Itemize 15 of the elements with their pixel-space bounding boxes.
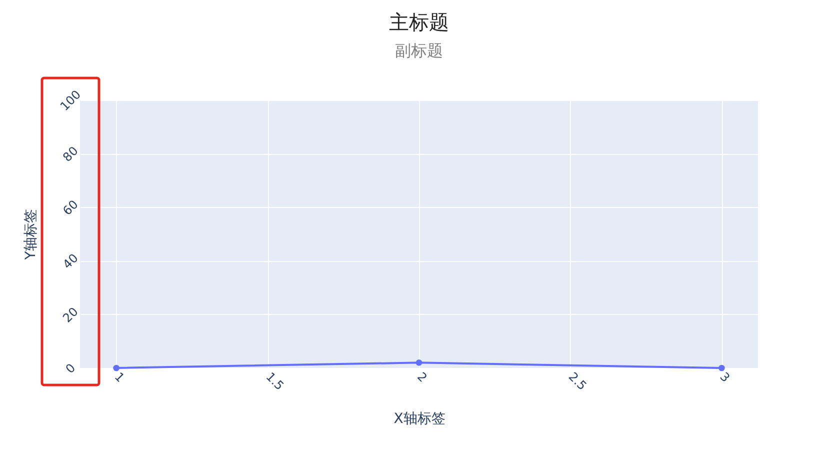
x-tick-label: 3 (717, 370, 733, 385)
x-tick-label: 1.5 (263, 370, 287, 393)
x-tick-label: 2 (414, 370, 430, 385)
y-axis-title: Y轴标签 (23, 209, 40, 261)
x-axis-title: X轴标签 (394, 411, 446, 428)
y-tick-label: 0 (62, 360, 78, 376)
y-tick-label: 60 (60, 197, 81, 218)
x-tick-label: 2.5 (566, 370, 590, 393)
y-tick-label: 80 (60, 144, 81, 164)
y-tick-label: 40 (60, 250, 81, 272)
chart-title: 主标题 (389, 10, 449, 34)
chart-subtitle: 副标题 (395, 40, 443, 60)
y-tick-label: 100 (57, 87, 84, 114)
y-tick-label: 20 (60, 304, 81, 326)
x-tick-label: 1 (112, 370, 128, 385)
